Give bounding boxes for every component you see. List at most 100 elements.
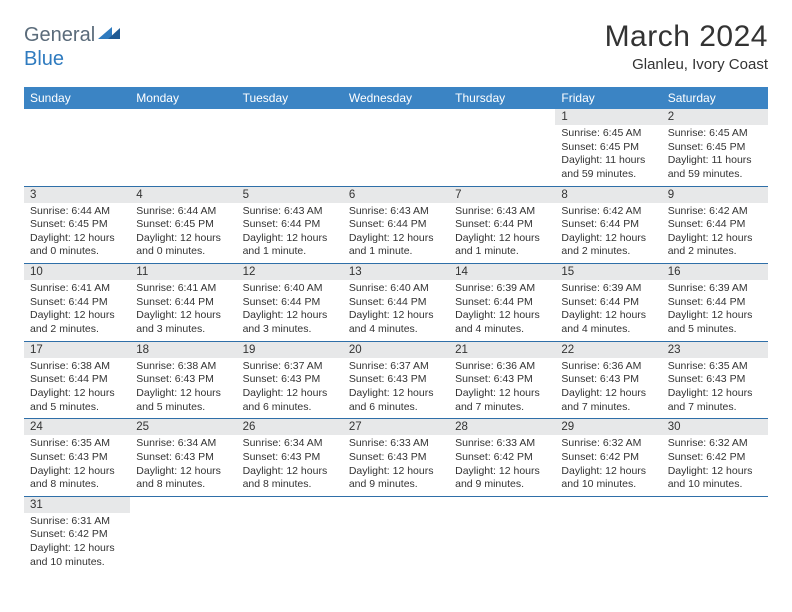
calendar-day-cell [24, 109, 130, 186]
daylight-text: Daylight: 12 hours and 1 minute. [243, 232, 337, 259]
calendar-day-cell: 4Sunrise: 6:44 AMSunset: 6:45 PMDaylight… [130, 186, 236, 264]
day-number: 11 [130, 264, 236, 280]
weekday-header-row: Sunday Monday Tuesday Wednesday Thursday… [24, 87, 768, 109]
daylight-text: Daylight: 11 hours and 59 minutes. [561, 154, 655, 181]
daylight-text: Daylight: 12 hours and 2 minutes. [668, 232, 762, 259]
sunset-text: Sunset: 6:44 PM [30, 296, 124, 310]
day-details: Sunrise: 6:38 AMSunset: 6:43 PMDaylight:… [130, 358, 236, 419]
calendar-day-cell: 5Sunrise: 6:43 AMSunset: 6:44 PMDaylight… [237, 186, 343, 264]
calendar-day-cell: 29Sunrise: 6:32 AMSunset: 6:42 PMDayligh… [555, 419, 661, 497]
daylight-text: Daylight: 11 hours and 59 minutes. [668, 154, 762, 181]
sunset-text: Sunset: 6:42 PM [668, 451, 762, 465]
sunrise-text: Sunrise: 6:43 AM [455, 205, 549, 219]
calendar-day-cell: 16Sunrise: 6:39 AMSunset: 6:44 PMDayligh… [662, 264, 768, 342]
calendar-day-cell: 24Sunrise: 6:35 AMSunset: 6:43 PMDayligh… [24, 419, 130, 497]
sunrise-text: Sunrise: 6:39 AM [561, 282, 655, 296]
calendar-day-cell: 30Sunrise: 6:32 AMSunset: 6:42 PMDayligh… [662, 419, 768, 497]
calendar-day-cell: 18Sunrise: 6:38 AMSunset: 6:43 PMDayligh… [130, 341, 236, 419]
day-details: Sunrise: 6:40 AMSunset: 6:44 PMDaylight:… [343, 280, 449, 341]
sunrise-text: Sunrise: 6:33 AM [455, 437, 549, 451]
calendar-day-cell: 3Sunrise: 6:44 AMSunset: 6:45 PMDaylight… [24, 186, 130, 264]
daylight-text: Daylight: 12 hours and 10 minutes. [668, 465, 762, 492]
calendar-week-row: 10Sunrise: 6:41 AMSunset: 6:44 PMDayligh… [24, 264, 768, 342]
header: General March 2024 Glanleu, Ivory Coast [24, 20, 768, 73]
weekday-header: Monday [130, 87, 236, 109]
sunrise-text: Sunrise: 6:35 AM [30, 437, 124, 451]
calendar-day-cell [343, 109, 449, 186]
sunset-text: Sunset: 6:43 PM [455, 373, 549, 387]
calendar-day-cell: 28Sunrise: 6:33 AMSunset: 6:42 PMDayligh… [449, 419, 555, 497]
day-details: Sunrise: 6:43 AMSunset: 6:44 PMDaylight:… [449, 203, 555, 264]
calendar-day-cell [237, 109, 343, 186]
day-details: Sunrise: 6:37 AMSunset: 6:43 PMDaylight:… [237, 358, 343, 419]
sunrise-text: Sunrise: 6:37 AM [243, 360, 337, 374]
sunrise-text: Sunrise: 6:39 AM [455, 282, 549, 296]
day-details: Sunrise: 6:42 AMSunset: 6:44 PMDaylight:… [555, 203, 661, 264]
day-number: 23 [662, 342, 768, 358]
sunset-text: Sunset: 6:44 PM [136, 296, 230, 310]
calendar-day-cell: 7Sunrise: 6:43 AMSunset: 6:44 PMDaylight… [449, 186, 555, 264]
day-details: Sunrise: 6:44 AMSunset: 6:45 PMDaylight:… [24, 203, 130, 264]
calendar-week-row: 31Sunrise: 6:31 AMSunset: 6:42 PMDayligh… [24, 496, 768, 573]
sunset-text: Sunset: 6:44 PM [30, 373, 124, 387]
day-number: 10 [24, 264, 130, 280]
sunset-text: Sunset: 6:44 PM [243, 296, 337, 310]
day-number: 19 [237, 342, 343, 358]
calendar-day-cell: 20Sunrise: 6:37 AMSunset: 6:43 PMDayligh… [343, 341, 449, 419]
day-details: Sunrise: 6:41 AMSunset: 6:44 PMDaylight:… [130, 280, 236, 341]
daylight-text: Daylight: 12 hours and 0 minutes. [30, 232, 124, 259]
calendar-week-row: 3Sunrise: 6:44 AMSunset: 6:45 PMDaylight… [24, 186, 768, 264]
day-details: Sunrise: 6:39 AMSunset: 6:44 PMDaylight:… [449, 280, 555, 341]
day-details: Sunrise: 6:33 AMSunset: 6:42 PMDaylight:… [449, 435, 555, 496]
sunset-text: Sunset: 6:43 PM [668, 373, 762, 387]
day-number: 1 [555, 109, 661, 125]
calendar-day-cell [449, 109, 555, 186]
calendar-day-cell: 26Sunrise: 6:34 AMSunset: 6:43 PMDayligh… [237, 419, 343, 497]
calendar-day-cell: 17Sunrise: 6:38 AMSunset: 6:44 PMDayligh… [24, 341, 130, 419]
daylight-text: Daylight: 12 hours and 10 minutes. [561, 465, 655, 492]
day-number: 7 [449, 187, 555, 203]
sunrise-text: Sunrise: 6:37 AM [349, 360, 443, 374]
sunrise-text: Sunrise: 6:32 AM [668, 437, 762, 451]
sunset-text: Sunset: 6:44 PM [349, 296, 443, 310]
day-details: Sunrise: 6:33 AMSunset: 6:43 PMDaylight:… [343, 435, 449, 496]
sunrise-text: Sunrise: 6:39 AM [668, 282, 762, 296]
daylight-text: Daylight: 12 hours and 4 minutes. [349, 309, 443, 336]
sunset-text: Sunset: 6:43 PM [349, 373, 443, 387]
sunrise-text: Sunrise: 6:40 AM [243, 282, 337, 296]
logo: General [24, 24, 122, 47]
calendar-day-cell: 11Sunrise: 6:41 AMSunset: 6:44 PMDayligh… [130, 264, 236, 342]
calendar-day-cell [449, 496, 555, 573]
day-details: Sunrise: 6:39 AMSunset: 6:44 PMDaylight:… [662, 280, 768, 341]
logo-text-general: General [24, 24, 95, 47]
daylight-text: Daylight: 12 hours and 9 minutes. [349, 465, 443, 492]
day-details: Sunrise: 6:40 AMSunset: 6:44 PMDaylight:… [237, 280, 343, 341]
calendar-body: 1Sunrise: 6:45 AMSunset: 6:45 PMDaylight… [24, 109, 768, 573]
sunset-text: Sunset: 6:43 PM [30, 451, 124, 465]
sunset-text: Sunset: 6:43 PM [136, 373, 230, 387]
day-number: 18 [130, 342, 236, 358]
day-details: Sunrise: 6:32 AMSunset: 6:42 PMDaylight:… [555, 435, 661, 496]
daylight-text: Daylight: 12 hours and 8 minutes. [243, 465, 337, 492]
daylight-text: Daylight: 12 hours and 7 minutes. [668, 387, 762, 414]
sunset-text: Sunset: 6:42 PM [455, 451, 549, 465]
month-title: March 2024 [605, 20, 768, 54]
weekday-header: Friday [555, 87, 661, 109]
sunset-text: Sunset: 6:44 PM [668, 218, 762, 232]
day-number: 6 [343, 187, 449, 203]
day-details: Sunrise: 6:45 AMSunset: 6:45 PMDaylight:… [662, 125, 768, 186]
day-number: 9 [662, 187, 768, 203]
day-number: 28 [449, 419, 555, 435]
calendar-day-cell [343, 496, 449, 573]
calendar-table: Sunday Monday Tuesday Wednesday Thursday… [24, 87, 768, 573]
sunset-text: Sunset: 6:44 PM [243, 218, 337, 232]
daylight-text: Daylight: 12 hours and 0 minutes. [136, 232, 230, 259]
day-number: 13 [343, 264, 449, 280]
day-number: 21 [449, 342, 555, 358]
day-details: Sunrise: 6:39 AMSunset: 6:44 PMDaylight:… [555, 280, 661, 341]
sunset-text: Sunset: 6:45 PM [136, 218, 230, 232]
day-number: 15 [555, 264, 661, 280]
calendar-day-cell: 15Sunrise: 6:39 AMSunset: 6:44 PMDayligh… [555, 264, 661, 342]
sunset-text: Sunset: 6:43 PM [243, 451, 337, 465]
calendar-day-cell [237, 496, 343, 573]
